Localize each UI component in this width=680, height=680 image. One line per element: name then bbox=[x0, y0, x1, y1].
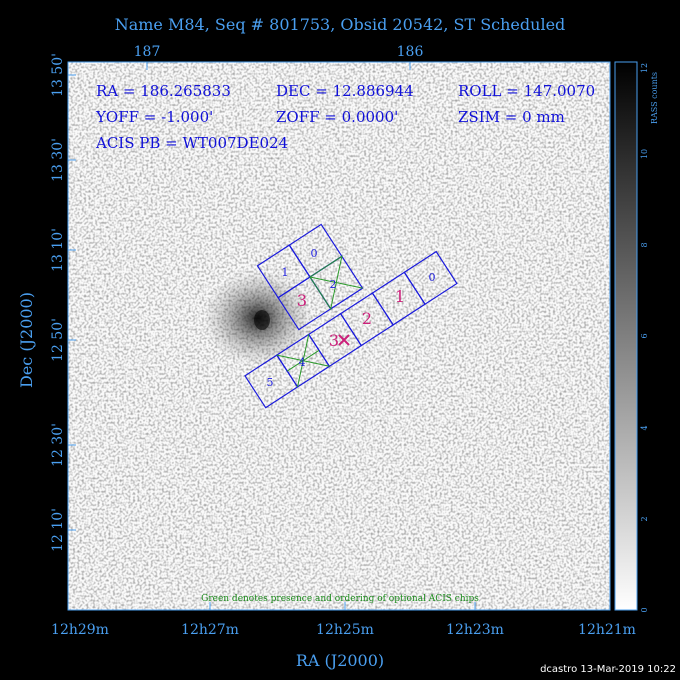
chip-label: 1 bbox=[282, 266, 289, 279]
x-tick-label: 12h25m bbox=[316, 622, 374, 638]
colorbar-tick-label: 2 bbox=[640, 516, 649, 521]
x-tick-label: 12h29m bbox=[51, 622, 109, 638]
info: RA = 186.265833 DEC = 12.886944 ROLL = 1… bbox=[95, 82, 595, 152]
galaxy-core bbox=[254, 310, 270, 330]
pb: ACIS PB = WT007DE024 bbox=[95, 134, 288, 152]
top-tick-label: 187 bbox=[134, 44, 161, 60]
colorbar-tick-label: 0 bbox=[640, 607, 649, 612]
chip-label: 2 bbox=[330, 278, 337, 291]
roll: ROLL = 147.0070 bbox=[458, 82, 595, 100]
colorbar bbox=[614, 61, 638, 611]
y-ticks: 13 50' 13 30' 13 10' 12 50' 12 30' 12 10… bbox=[50, 53, 66, 552]
y-tick-label: 13 30' bbox=[50, 138, 66, 182]
top-tick-label: 186 bbox=[397, 44, 424, 60]
chip-label: 5 bbox=[267, 376, 274, 389]
ticks bbox=[68, 62, 476, 610]
zoff: ZOFF = 0.0000' bbox=[276, 108, 398, 126]
colorbar-label: RASS counts bbox=[650, 72, 659, 124]
bottom-ticks: 12h29m 12h27m 12h25m 12h23m 12h21m bbox=[51, 622, 636, 638]
colorbar-tick-label: 6 bbox=[640, 333, 649, 338]
dec: DEC = 12.886944 bbox=[276, 82, 414, 100]
note: Green denotes presence and ordering of o… bbox=[201, 594, 479, 604]
x-tick-label: 12h21m bbox=[578, 622, 636, 638]
frame bbox=[67, 61, 611, 611]
colorbar-tick-label: 4 bbox=[640, 425, 649, 430]
ra: RA = 186.265833 bbox=[96, 82, 231, 100]
x-tick-label: 12h27m bbox=[181, 622, 239, 638]
acis-s bbox=[244, 250, 458, 409]
colorbar-tick-label: 12 bbox=[640, 63, 649, 73]
chip-label: 2 bbox=[362, 309, 372, 328]
y-tick-label: 12 30' bbox=[50, 423, 66, 467]
chip-label: 3 bbox=[297, 291, 307, 310]
y-axis-label: Dec (J2000) bbox=[17, 292, 36, 388]
x-tick-label: 12h23m bbox=[446, 622, 504, 638]
chip-labels: 0 1 2 3 0 1 2 3 4 5 bbox=[267, 247, 436, 389]
y-tick-label: 12 10' bbox=[50, 508, 66, 552]
colorbar-tick-label: 8 bbox=[640, 242, 649, 247]
x-axis-label: RA (J2000) bbox=[296, 651, 384, 670]
chip-label: 0 bbox=[311, 247, 318, 260]
title: Name M84, Seq # 801753, Obsid 20542, ST … bbox=[115, 15, 566, 34]
colorbar-ticks: 0 2 4 6 8 10 12 bbox=[640, 63, 649, 613]
y-tick-label: 13 10' bbox=[50, 228, 66, 272]
aimpoint bbox=[338, 334, 350, 346]
y-tick-label: 13 50' bbox=[50, 53, 66, 97]
zsim: ZSIM = 0 mm bbox=[458, 108, 565, 126]
y-tick-label: 12 50' bbox=[50, 318, 66, 362]
yoff: YOFF = -1.000' bbox=[95, 108, 213, 126]
chip-label: 1 bbox=[395, 287, 405, 306]
chip-label: 0 bbox=[429, 271, 436, 284]
chip-label: 4 bbox=[299, 356, 306, 369]
colorbar-tick-label: 10 bbox=[640, 149, 649, 159]
chip-label: 3 bbox=[329, 331, 339, 350]
top-ticks: 187 186 bbox=[134, 44, 424, 60]
footer: dcastro 13-Mar-2019 10:22 bbox=[540, 664, 676, 675]
acis-i bbox=[256, 223, 364, 331]
